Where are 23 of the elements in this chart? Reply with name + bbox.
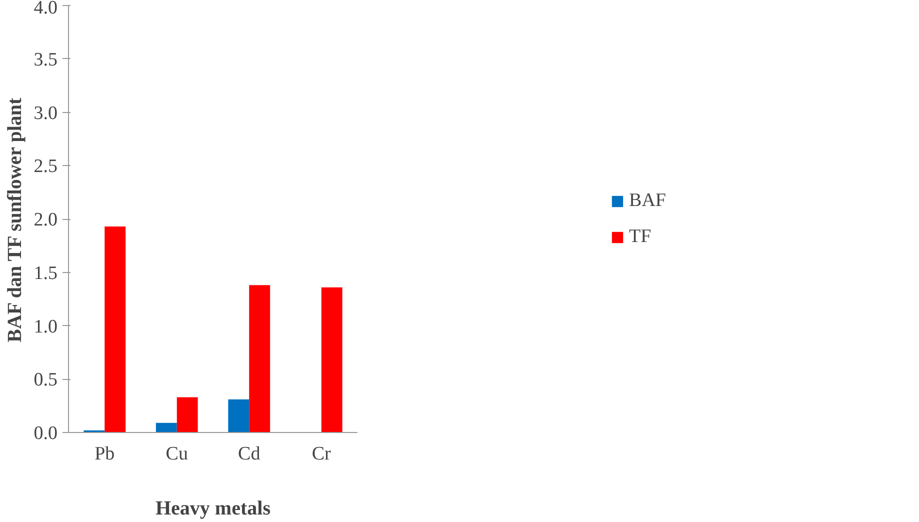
bar [104,226,126,432]
bar [321,287,342,432]
x-tick-label: Cu [166,444,188,464]
y-tick-label: 4.0 [34,0,58,18]
x-tick-label: Pb [94,444,115,464]
x-tick-label: Cd [238,444,261,464]
y-tick-label: 1.5 [34,262,58,284]
bar [228,399,250,432]
bar [176,397,198,432]
x-axis-title: Heavy metals [156,498,271,520]
y-tick-label: 1.0 [34,316,58,338]
y-tick-label: 2.0 [34,210,58,230]
y-tick-label: 2.5 [34,156,58,178]
bar [249,285,270,432]
legend-label: BAF [629,190,666,212]
y-tick-label: 0.5 [34,370,58,391]
legend-label: TF [629,226,652,248]
bar [156,422,177,432]
y-tick-label: 3.0 [34,102,58,124]
x-tick-label: Cr [312,444,332,464]
y-tick-label: 0.0 [34,423,58,444]
y-axis-title: BAF dan TF sunflower plant [4,98,26,342]
y-tick-label: 3.5 [34,49,58,70]
